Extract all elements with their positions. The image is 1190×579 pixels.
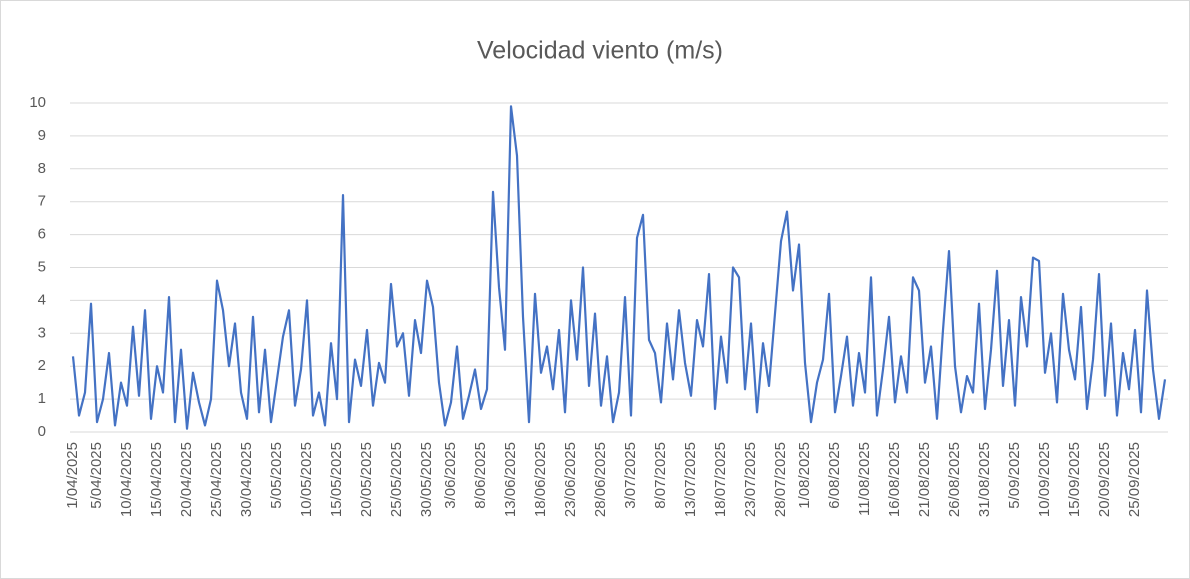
x-tick-label: 28/06/2025	[592, 442, 609, 517]
y-tick-label: 8	[38, 160, 46, 177]
y-tick-label: 0	[38, 423, 46, 440]
x-tick-label: 30/05/2025	[418, 442, 435, 517]
y-tick-label: 4	[38, 291, 46, 308]
x-tick-label: 21/08/2025	[916, 442, 933, 517]
x-tick-label: 20/09/2025	[1096, 442, 1113, 517]
x-tick-label: 1/04/2025	[64, 442, 81, 509]
y-tick-label: 5	[38, 258, 46, 275]
x-tick-label: 25/05/2025	[388, 442, 405, 517]
x-tick-label: 10/09/2025	[1036, 442, 1053, 517]
x-tick-label: 28/07/2025	[772, 442, 789, 517]
x-tick-label: 20/05/2025	[358, 442, 375, 517]
x-tick-label: 6/08/2025	[826, 442, 843, 509]
x-tick-label: 15/09/2025	[1066, 442, 1083, 517]
x-tick-label: 1/08/2025	[796, 442, 813, 509]
x-tick-label: 26/08/2025	[946, 442, 963, 517]
x-tick-label: 10/04/2025	[118, 442, 135, 517]
x-tick-label: 23/07/2025	[742, 442, 759, 517]
x-tick-label: 5/05/2025	[268, 442, 285, 509]
x-tick-label: 10/05/2025	[298, 442, 315, 517]
y-tick-label: 6	[38, 226, 46, 243]
x-tick-label: 20/04/2025	[178, 442, 195, 517]
x-tick-label: 13/07/2025	[682, 442, 699, 517]
x-tick-label: 25/09/2025	[1126, 442, 1143, 517]
x-tick-label: 5/09/2025	[1006, 442, 1023, 509]
x-tick-label: 16/08/2025	[886, 442, 903, 517]
y-tick-label: 7	[38, 193, 46, 210]
x-tick-label: 8/07/2025	[652, 442, 669, 509]
y-tick-label: 1	[38, 390, 46, 407]
x-tick-label: 18/07/2025	[712, 442, 729, 517]
x-tick-label: 30/04/2025	[238, 442, 255, 517]
x-tick-label: 15/05/2025	[328, 442, 345, 517]
x-tick-label: 18/06/2025	[532, 442, 549, 517]
x-tick-label: 5/04/2025	[88, 442, 105, 509]
data-line	[71, 105, 1167, 430]
x-tick-label: 23/06/2025	[562, 442, 579, 517]
x-tick-label: 31/08/2025	[976, 442, 993, 517]
y-tick-label: 2	[38, 357, 46, 374]
x-tick-label: 3/07/2025	[622, 442, 639, 509]
x-tick-label: 13/06/2025	[502, 442, 519, 517]
x-tick-label: 3/06/2025	[442, 442, 459, 509]
y-tick-label: 10	[29, 94, 46, 111]
chart-title: Velocidad viento (m/s)	[477, 37, 723, 65]
x-tick-label: 11/08/2025	[856, 442, 873, 516]
y-tick-label: 3	[38, 324, 46, 341]
y-tick-label: 9	[38, 127, 46, 144]
x-tick-label: 8/06/2025	[472, 442, 489, 509]
x-tick-label: 15/04/2025	[148, 442, 165, 517]
x-tick-label: 25/04/2025	[208, 442, 225, 517]
